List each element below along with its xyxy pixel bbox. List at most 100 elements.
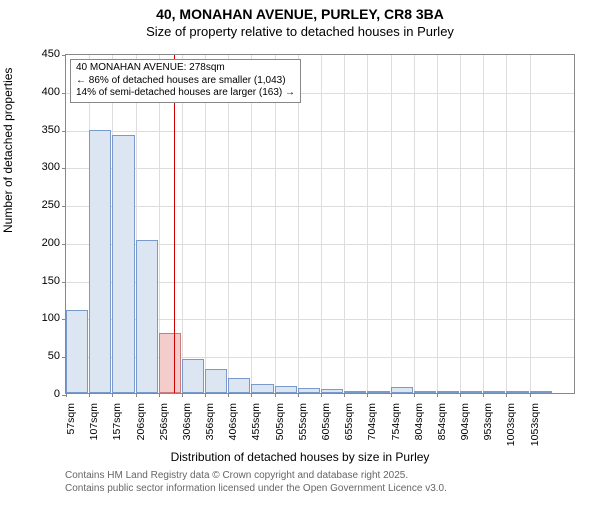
xtick-label: 256sqm [158, 403, 170, 453]
xtick-mark [391, 393, 392, 397]
xtick-label: 605sqm [320, 403, 332, 453]
xtick-mark [66, 393, 67, 397]
bar [66, 310, 88, 393]
gridline-v [437, 55, 438, 393]
annotation-line: 14% of semi-detached houses are larger (… [76, 87, 295, 100]
bar [414, 391, 436, 393]
xtick-label: 953sqm [482, 403, 494, 453]
xtick-label: 57sqm [65, 403, 77, 453]
bar-target [159, 333, 181, 393]
ytick-mark [62, 131, 66, 132]
bar [298, 388, 320, 393]
xtick-label: 455sqm [250, 403, 262, 453]
ytick-mark [62, 168, 66, 169]
gridline-v [298, 55, 299, 393]
bar [251, 384, 273, 393]
xtick-mark [182, 393, 183, 397]
xtick-mark [506, 393, 507, 397]
gridline-h [66, 168, 574, 169]
ytick-mark [62, 55, 66, 56]
bar [136, 240, 158, 393]
gridline-v [460, 55, 461, 393]
xtick-label: 804sqm [413, 403, 425, 453]
xtick-label: 505sqm [274, 403, 286, 453]
bar [275, 386, 297, 393]
xtick-mark [228, 393, 229, 397]
xtick-mark [344, 393, 345, 397]
bar [437, 391, 459, 393]
ytick-label: 50 [5, 350, 60, 362]
reference-line [174, 55, 175, 393]
ytick-label: 300 [5, 161, 60, 173]
xtick-label: 704sqm [366, 403, 378, 453]
xtick-mark [159, 393, 160, 397]
xtick-mark [460, 393, 461, 397]
xtick-mark [275, 393, 276, 397]
annotation-box: 40 MONAHAN AVENUE: 278sqm ← 86% of detac… [70, 59, 301, 103]
ytick-label: 400 [5, 86, 60, 98]
gridline-h [66, 131, 574, 132]
xtick-label: 306sqm [181, 403, 193, 453]
ytick-mark [62, 244, 66, 245]
ytick-label: 0 [5, 388, 60, 400]
annotation-line: ← 86% of detached houses are smaller (1,… [76, 75, 295, 88]
bar [367, 391, 389, 393]
footer-attribution: Contains HM Land Registry data © Crown c… [65, 470, 447, 495]
gridline-v [483, 55, 484, 393]
xtick-mark [205, 393, 206, 397]
bar [112, 135, 134, 393]
xtick-mark [112, 393, 113, 397]
ytick-label: 150 [5, 275, 60, 287]
bar [483, 391, 505, 393]
xtick-label: 1053sqm [529, 403, 541, 453]
xtick-label: 1003sqm [505, 403, 517, 453]
xtick-mark [251, 393, 252, 397]
footer-line: Contains public sector information licen… [65, 483, 447, 496]
gridline-v [391, 55, 392, 393]
bar [391, 387, 413, 393]
xtick-mark [298, 393, 299, 397]
ytick-label: 250 [5, 199, 60, 211]
xtick-mark [414, 393, 415, 397]
ytick-label: 350 [5, 124, 60, 136]
xtick-label: 754sqm [390, 403, 402, 453]
bar [530, 391, 552, 393]
gridline-v [414, 55, 415, 393]
plot-area: 40 MONAHAN AVENUE: 278sqm ← 86% of detac… [65, 54, 575, 394]
gridline-v [182, 55, 183, 393]
gridline-v [251, 55, 252, 393]
xtick-mark [367, 393, 368, 397]
chart-subtitle: Size of property relative to detached ho… [0, 24, 600, 39]
gridline-v [205, 55, 206, 393]
ytick-label: 450 [5, 48, 60, 60]
bar [344, 391, 366, 393]
ytick-label: 100 [5, 312, 60, 324]
xtick-mark [136, 393, 137, 397]
ytick-label: 200 [5, 237, 60, 249]
xtick-label: 356sqm [204, 403, 216, 453]
bar [89, 130, 111, 393]
xtick-label: 157sqm [111, 403, 123, 453]
gridline-v [228, 55, 229, 393]
gridline-v [367, 55, 368, 393]
xtick-mark [437, 393, 438, 397]
gridline-v [275, 55, 276, 393]
xtick-mark [89, 393, 90, 397]
chart-container: Number of detached properties 40 MONAHAN… [0, 46, 600, 456]
bar [321, 389, 343, 393]
xtick-mark [530, 393, 531, 397]
xtick-label: 555sqm [297, 403, 309, 453]
bar [228, 378, 250, 393]
xtick-mark [483, 393, 484, 397]
annotation-line: 40 MONAHAN AVENUE: 278sqm [76, 62, 295, 75]
gridline-v [506, 55, 507, 393]
ytick-mark [62, 282, 66, 283]
bar [460, 391, 482, 393]
footer-line: Contains HM Land Registry data © Crown c… [65, 470, 447, 483]
xtick-label: 854sqm [436, 403, 448, 453]
gridline-v [530, 55, 531, 393]
xtick-label: 655sqm [343, 403, 355, 453]
bar [205, 369, 227, 393]
gridline-v [321, 55, 322, 393]
ytick-mark [62, 93, 66, 94]
